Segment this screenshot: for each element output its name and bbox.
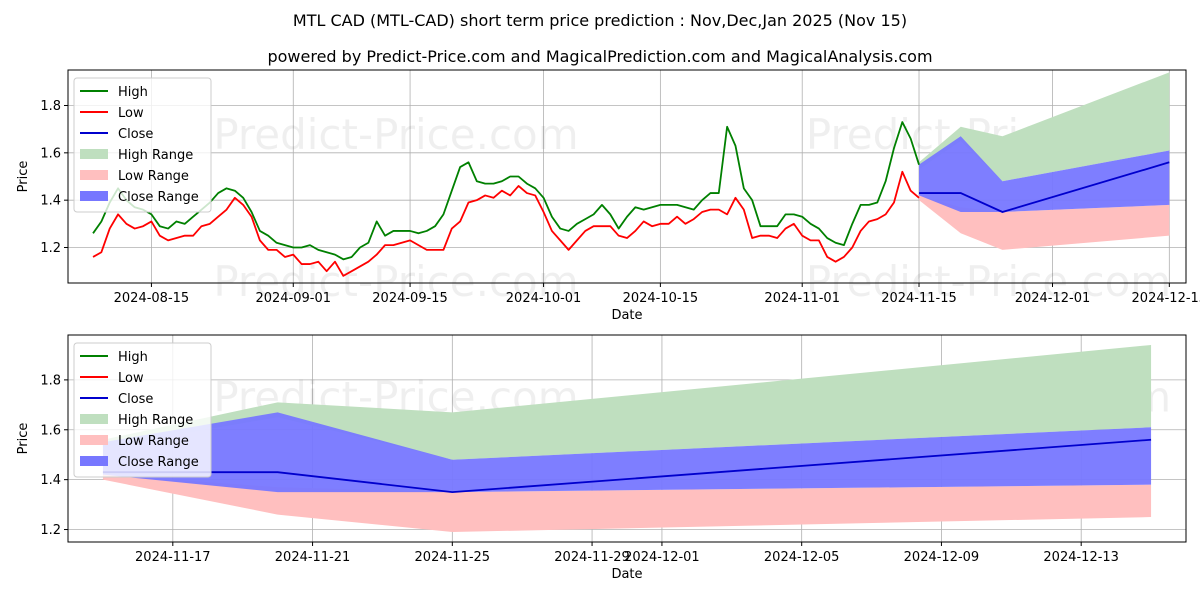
x-tick-label: 2024-12-01 bbox=[1015, 291, 1091, 306]
watermark-text: Predict-Price.com bbox=[213, 257, 578, 306]
chart-subtitle: powered by Predict-Price.com and Magical… bbox=[267, 47, 932, 66]
x-tick-label: 2024-11-01 bbox=[764, 291, 840, 306]
close-range-band bbox=[102, 412, 1152, 493]
legend-label-low-range: Low Range bbox=[118, 434, 189, 449]
x-tick-label: 2024-12-09 bbox=[904, 550, 980, 565]
y-tick-label: 1.6 bbox=[40, 423, 61, 438]
x-tick-label: 2024-11-25 bbox=[415, 550, 491, 565]
legend-label-high-range: High Range bbox=[118, 413, 193, 428]
x-axis-label: Date bbox=[611, 308, 642, 323]
x-tick-label: 2024-11-21 bbox=[275, 550, 351, 565]
legend-label-close-range: Close Range bbox=[118, 455, 199, 470]
x-tick-label: 2024-11-29 bbox=[554, 550, 630, 565]
legend-swatch-close-range bbox=[80, 191, 108, 201]
high-range-band bbox=[102, 344, 1152, 460]
y-tick-label: 1.8 bbox=[40, 373, 61, 388]
y-tick-label: 1.2 bbox=[40, 523, 61, 538]
y-tick-label: 1.2 bbox=[40, 241, 61, 256]
x-tick-label: 2024-08-15 bbox=[114, 291, 190, 306]
watermark-text: Predict-Price.com bbox=[213, 110, 578, 159]
watermark-text: Predict-Price.com bbox=[806, 257, 1171, 306]
legend-label-low: Low bbox=[118, 106, 144, 121]
x-tick-label: 2024-12-05 bbox=[764, 550, 840, 565]
chart-title: MTL CAD (MTL-CAD) short term price predi… bbox=[293, 11, 907, 30]
y-tick-label: 1.4 bbox=[40, 473, 61, 488]
legend-swatch-low-range bbox=[80, 435, 108, 445]
x-tick-label: 2024-12-15 bbox=[1132, 291, 1200, 306]
x-tick-label: 2024-10-15 bbox=[623, 291, 699, 306]
x-tick-label: 2024-11-17 bbox=[135, 550, 211, 565]
y-axis-label: Price bbox=[16, 423, 31, 455]
legend-swatch-close-range bbox=[80, 456, 108, 466]
legend-label-close: Close bbox=[118, 127, 153, 142]
bottom-panel: Predict-Price.comPredict-Price.com2024-1… bbox=[16, 334, 1187, 582]
legend-label-high: High bbox=[118, 85, 148, 100]
plot-frame bbox=[67, 334, 1187, 543]
legend-box bbox=[73, 77, 212, 213]
x-tick-label: 2024-12-01 bbox=[624, 550, 700, 565]
x-tick-label: 2024-09-01 bbox=[255, 291, 331, 306]
low-series-line bbox=[92, 170, 920, 277]
y-tick-label: 1.8 bbox=[40, 99, 61, 114]
low-range-band bbox=[919, 195, 1170, 250]
y-tick-label: 1.6 bbox=[40, 146, 61, 161]
x-tick-label: 2024-10-01 bbox=[506, 291, 582, 306]
legend-swatch-low-range bbox=[80, 170, 108, 180]
legend-label-low-range: Low Range bbox=[118, 169, 189, 184]
x-axis-label: Date bbox=[611, 567, 642, 582]
x-tick-label: 2024-11-15 bbox=[881, 291, 957, 306]
legend-swatch-high-range bbox=[80, 414, 108, 424]
x-tick-label: 2024-09-15 bbox=[372, 291, 448, 306]
low-range-band bbox=[102, 474, 1152, 533]
legend-box bbox=[73, 342, 212, 478]
legend-label-close: Close bbox=[118, 392, 153, 407]
legend-label-close-range: Close Range bbox=[118, 190, 199, 205]
legend-label-high: High bbox=[118, 350, 148, 365]
top-panel: Predict-Price.com Predict-Price.com Predic… bbox=[16, 69, 1200, 323]
legend-label-low: Low bbox=[118, 371, 144, 386]
legend-label-high-range: High Range bbox=[118, 148, 193, 163]
close-range-band bbox=[919, 136, 1170, 212]
close-series-line bbox=[919, 161, 1170, 213]
y-tick-label: 1.4 bbox=[40, 194, 61, 209]
high-range-band bbox=[919, 72, 1170, 182]
high-series-line bbox=[92, 121, 920, 261]
y-axis-label: Price bbox=[16, 161, 31, 193]
plot-frame bbox=[67, 69, 1187, 284]
legend-swatch-high-range bbox=[80, 149, 108, 159]
x-tick-label: 2024-12-13 bbox=[1043, 550, 1119, 565]
